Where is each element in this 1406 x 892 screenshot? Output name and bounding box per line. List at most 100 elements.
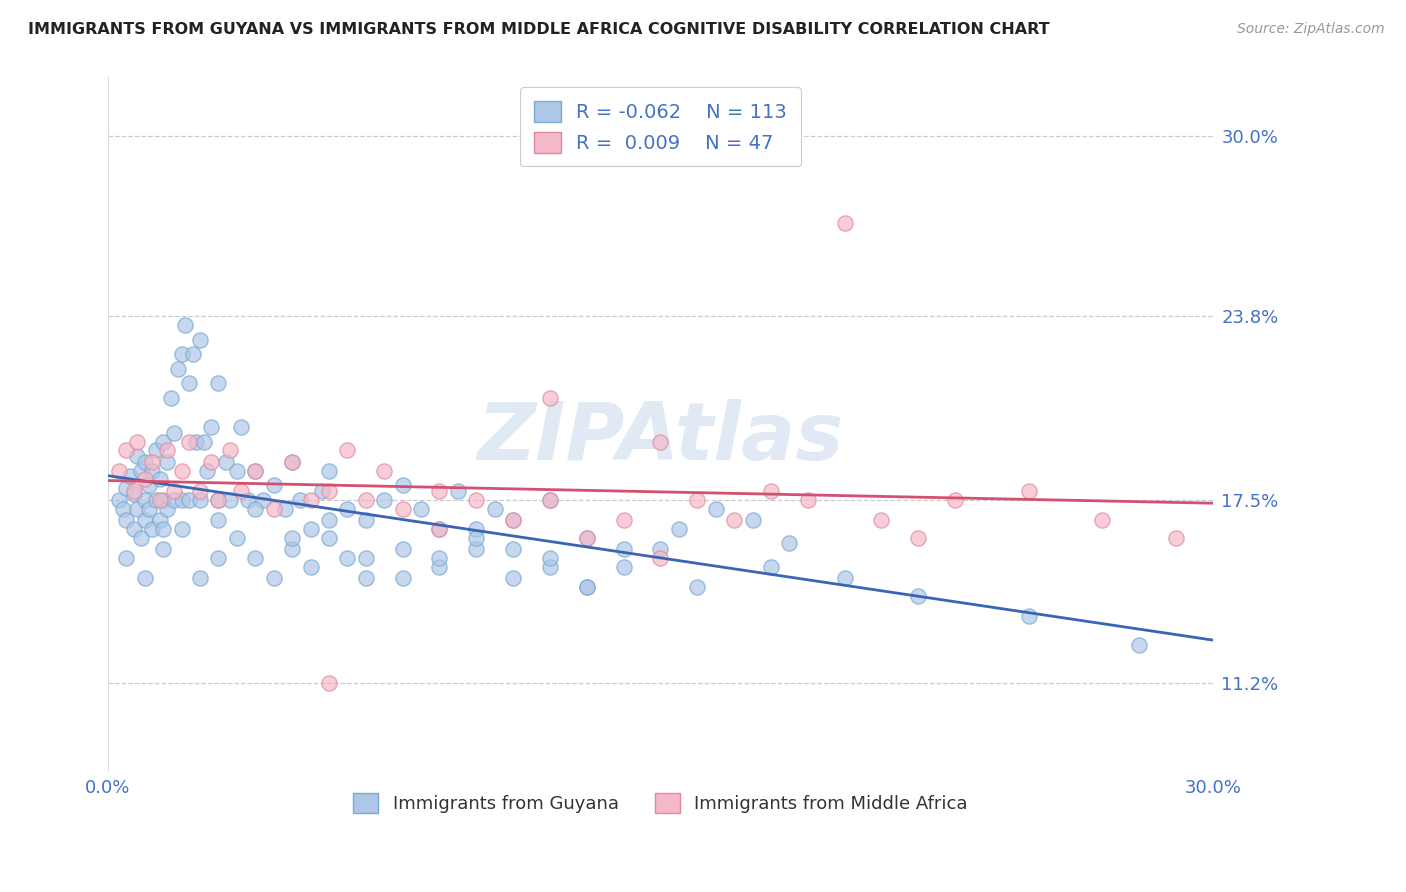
Point xyxy=(134,571,156,585)
Point xyxy=(336,501,359,516)
Point xyxy=(943,492,966,507)
Point xyxy=(225,464,247,478)
Point xyxy=(148,513,170,527)
Point xyxy=(447,484,470,499)
Point xyxy=(575,531,598,545)
Point xyxy=(354,551,377,566)
Point xyxy=(263,571,285,585)
Point xyxy=(170,492,193,507)
Point xyxy=(281,531,304,545)
Point xyxy=(115,481,138,495)
Point xyxy=(218,492,240,507)
Point xyxy=(797,492,820,507)
Point xyxy=(686,580,709,594)
Point xyxy=(391,501,413,516)
Point xyxy=(127,434,149,449)
Point xyxy=(134,455,156,469)
Point xyxy=(299,559,322,574)
Point xyxy=(502,513,524,527)
Point xyxy=(134,492,156,507)
Point xyxy=(650,434,672,449)
Point xyxy=(907,589,929,603)
Point xyxy=(391,478,413,492)
Point xyxy=(613,542,636,557)
Point xyxy=(465,492,488,507)
Point xyxy=(163,484,186,499)
Point xyxy=(538,492,561,507)
Point xyxy=(575,580,598,594)
Point xyxy=(207,492,229,507)
Point xyxy=(318,484,340,499)
Point xyxy=(907,531,929,545)
Point xyxy=(429,559,451,574)
Point xyxy=(122,522,145,536)
Point xyxy=(299,492,322,507)
Point xyxy=(170,522,193,536)
Point xyxy=(148,472,170,486)
Point xyxy=(236,492,259,507)
Point xyxy=(502,542,524,557)
Point xyxy=(207,376,229,391)
Point xyxy=(186,434,208,449)
Point xyxy=(177,434,200,449)
Point xyxy=(229,484,252,499)
Point xyxy=(127,449,149,463)
Point xyxy=(834,216,856,230)
Point xyxy=(429,522,451,536)
Point xyxy=(207,492,229,507)
Point xyxy=(299,522,322,536)
Point xyxy=(218,443,240,458)
Point xyxy=(245,551,267,566)
Point xyxy=(288,492,311,507)
Point xyxy=(668,522,690,536)
Point xyxy=(167,361,190,376)
Point xyxy=(575,580,598,594)
Point xyxy=(263,501,285,516)
Point xyxy=(502,571,524,585)
Point xyxy=(650,551,672,566)
Point xyxy=(465,522,488,536)
Point xyxy=(115,513,138,527)
Point xyxy=(156,455,179,469)
Point xyxy=(575,531,598,545)
Point xyxy=(318,676,340,690)
Point xyxy=(465,531,488,545)
Point xyxy=(145,443,167,458)
Point xyxy=(650,542,672,557)
Point xyxy=(465,542,488,557)
Point xyxy=(409,501,432,516)
Point xyxy=(122,484,145,499)
Point xyxy=(138,501,160,516)
Point xyxy=(252,492,274,507)
Point xyxy=(245,464,267,478)
Point xyxy=(197,464,219,478)
Point xyxy=(145,492,167,507)
Point xyxy=(163,425,186,440)
Text: ZIPAtlas: ZIPAtlas xyxy=(478,399,844,477)
Text: IMMIGRANTS FROM GUYANA VS IMMIGRANTS FROM MIDDLE AFRICA COGNITIVE DISABILITY COR: IMMIGRANTS FROM GUYANA VS IMMIGRANTS FRO… xyxy=(28,22,1050,37)
Point xyxy=(188,571,211,585)
Point xyxy=(152,522,174,536)
Point xyxy=(138,478,160,492)
Point xyxy=(193,434,215,449)
Point xyxy=(281,455,304,469)
Point xyxy=(141,464,163,478)
Point xyxy=(723,513,745,527)
Point xyxy=(134,513,156,527)
Point xyxy=(1128,639,1150,653)
Point xyxy=(613,513,636,527)
Point xyxy=(152,434,174,449)
Point xyxy=(834,571,856,585)
Point xyxy=(870,513,893,527)
Point xyxy=(200,420,222,434)
Point xyxy=(177,376,200,391)
Point xyxy=(373,464,395,478)
Text: Source: ZipAtlas.com: Source: ZipAtlas.com xyxy=(1237,22,1385,37)
Point xyxy=(108,464,131,478)
Point xyxy=(129,464,152,478)
Point xyxy=(741,513,763,527)
Point xyxy=(336,551,359,566)
Point xyxy=(429,551,451,566)
Point xyxy=(152,542,174,557)
Point xyxy=(429,484,451,499)
